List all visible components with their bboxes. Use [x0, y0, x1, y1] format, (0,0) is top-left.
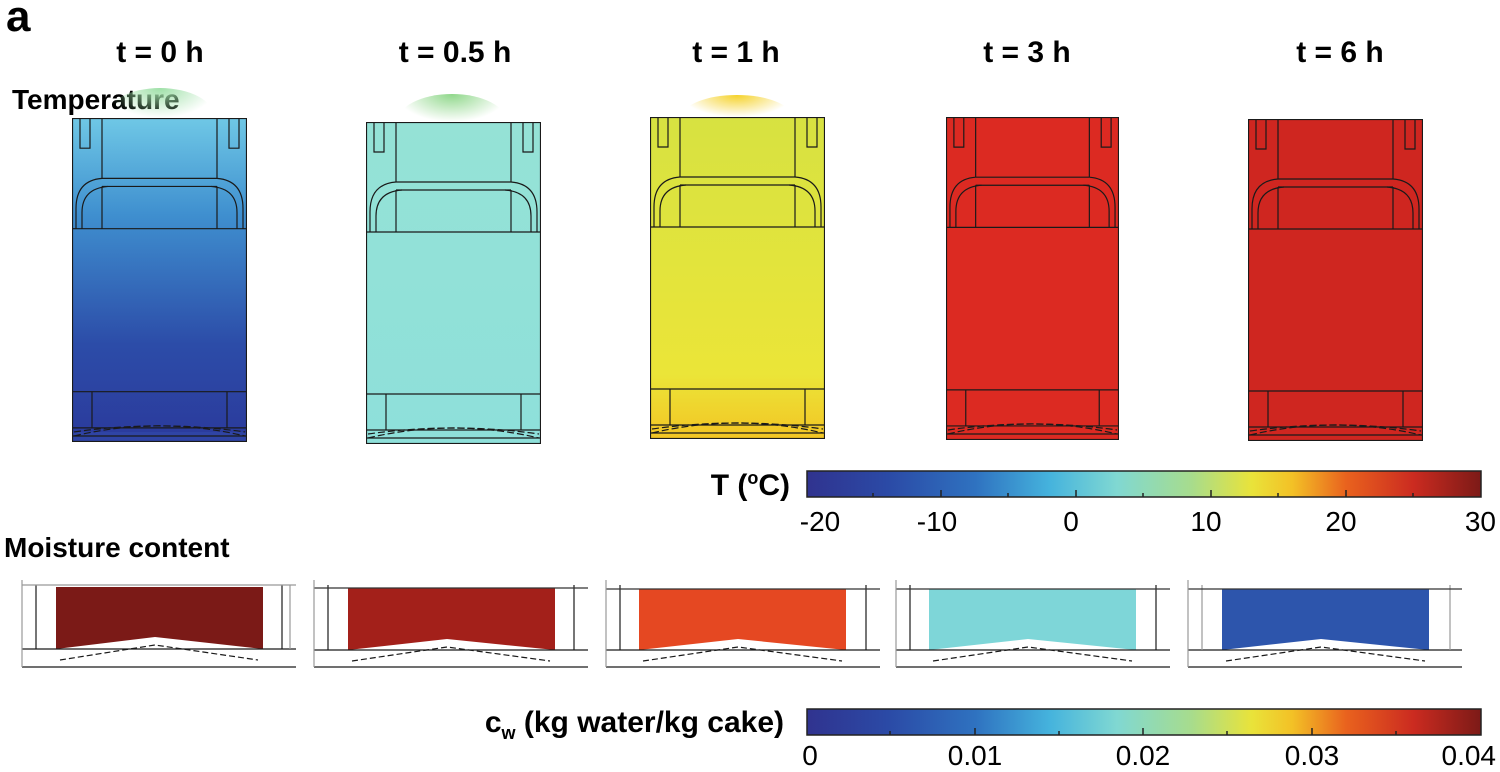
temp-tick-2: 0 [1063, 506, 1079, 537]
temp-tick-3: 10 [1190, 506, 1222, 537]
temp-vial-t6 [1248, 119, 1423, 441]
temp-tick-0: -20 [799, 506, 841, 537]
temp-vial-t0-5 [366, 94, 541, 444]
temperature-colorbar-title: T (oC) [710, 468, 790, 502]
moist-tick-2: 0.02 [1115, 740, 1171, 771]
time-label-0-5: t = 0.5 h [398, 36, 512, 69]
time-label-0: t = 0 h [116, 36, 204, 69]
temperature-panels [72, 88, 1423, 444]
panel-letter: a [6, 0, 31, 41]
temp-tick-5: 30 [1464, 506, 1496, 537]
moisture-colorbar [806, 708, 1482, 736]
temp-vial-t0 [72, 88, 247, 442]
time-label-3: t = 3 h [983, 36, 1071, 69]
temp-tick-4: 20 [1325, 506, 1357, 537]
moisture-section-title: Moisture content [4, 532, 230, 563]
moist-panel-t0-5 [313, 580, 588, 668]
moist-panel-t6 [1187, 580, 1462, 668]
moist-tick-4: 0.04 [1441, 740, 1497, 771]
time-label-1: t = 1 h [692, 36, 780, 69]
moist-panel-t0 [21, 580, 296, 668]
moisture-panels [21, 580, 1462, 668]
moist-tick-1: 0.01 [947, 740, 1003, 771]
time-label-6: t = 6 h [1296, 36, 1384, 69]
temp-vial-t3 [946, 117, 1119, 440]
temp-vial-t1 [650, 95, 825, 439]
moisture-colorbar-title: cw (kg water/kg cake) [484, 706, 784, 743]
temperature-colorbar [806, 470, 1482, 498]
moist-tick-3: 0.03 [1284, 740, 1340, 771]
temp-tick-1: -10 [916, 506, 958, 537]
moist-panel-t3 [895, 580, 1170, 668]
moist-panel-t1 [605, 580, 880, 668]
moist-tick-0: 0 [802, 740, 818, 771]
